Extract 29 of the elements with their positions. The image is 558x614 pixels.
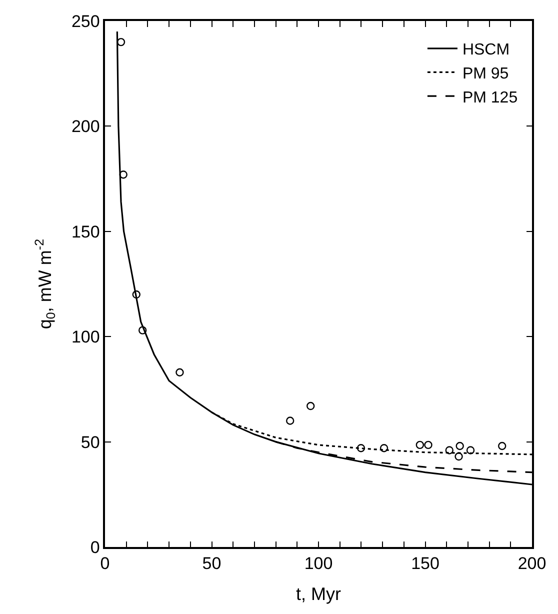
point — [380, 444, 388, 452]
point — [132, 290, 140, 299]
y-tick-label: 200 — [71, 117, 100, 136]
x-tick-label: 200 — [518, 554, 546, 574]
y-tick-label: 0 — [90, 538, 100, 557]
point — [356, 444, 366, 452]
y-tick-label: 50 — [80, 432, 100, 452]
point — [138, 326, 147, 334]
y-tick-label: 100 — [71, 328, 100, 347]
y-tick-label: 250 — [71, 12, 100, 31]
x-tick-label: 50 — [202, 554, 222, 574]
point — [466, 446, 475, 454]
point — [445, 446, 454, 454]
x-tick-label: 150 — [411, 554, 440, 574]
x-tick-label: 100 — [304, 554, 333, 574]
point — [416, 440, 424, 450]
point — [456, 442, 464, 450]
point — [119, 170, 128, 179]
point — [498, 442, 506, 450]
point — [176, 368, 184, 376]
point — [286, 416, 294, 425]
legend-label: PM 125 — [462, 89, 518, 106]
y-tick-label: 150 — [71, 222, 100, 242]
point — [424, 440, 432, 450]
x-axis-title: t, Myr — [296, 584, 341, 604]
legend-label: PM 95 — [462, 65, 509, 82]
point — [306, 402, 315, 410]
legend-label: HSCM — [462, 42, 510, 59]
point — [454, 452, 463, 461]
